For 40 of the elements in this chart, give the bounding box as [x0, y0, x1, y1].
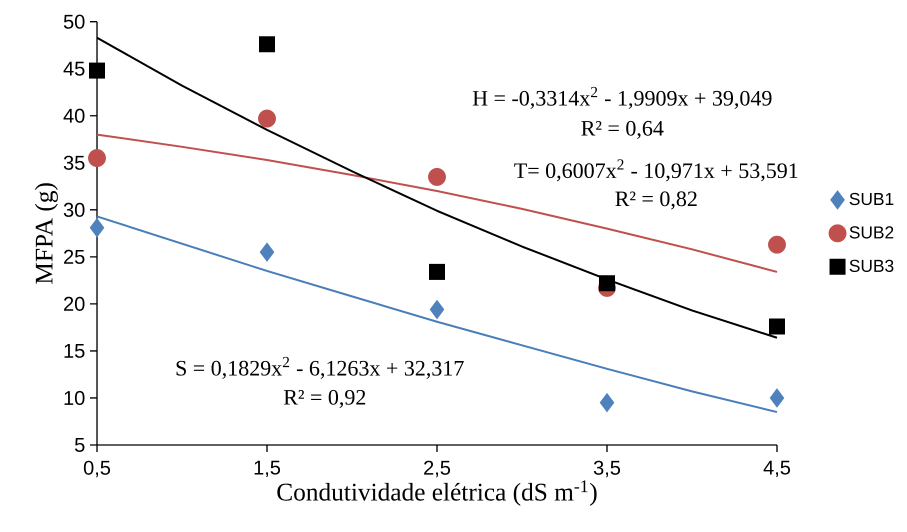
- legend-label: SUB1: [850, 192, 894, 206]
- annotation: H = -0,3314x$^{2}$ - 1,9909x + 39,049: [472, 86, 772, 109]
- y-tick-label: 50: [64, 14, 85, 29]
- legend-label: SUB3: [850, 260, 894, 272]
- x-tick-label: 1,5: [254, 460, 280, 478]
- annotation: R² = 0,64: [581, 120, 664, 139]
- point: [770, 388, 784, 408]
- y-tick-label: 25: [64, 250, 84, 264]
- y-tick-label: 40: [64, 108, 85, 123]
- x-tick-label: 4,5: [764, 460, 790, 478]
- annotation: T= 0,6007x$^{2}$ - 10,971x + 53,591: [514, 159, 798, 182]
- annotation: R² = 0,82: [615, 191, 697, 210]
- point: [430, 300, 444, 320]
- point: [428, 168, 446, 186]
- y-tick-label: 45: [64, 62, 84, 76]
- point: [600, 393, 614, 412]
- x-axis-title: Condutividade elétrica (dS m$^{-1}$): [277, 480, 597, 506]
- point: [258, 110, 276, 128]
- point: [89, 62, 106, 79]
- point: [598, 275, 616, 292]
- x-tick-label: 2,5: [424, 460, 450, 478]
- x-tick-label: 3,5: [594, 460, 620, 478]
- y-tick-label: 35: [64, 156, 84, 170]
- point: [429, 264, 446, 280]
- point: [259, 36, 276, 52]
- y-tick-label: 30: [64, 202, 85, 217]
- legend-label: SUB2: [850, 226, 894, 239]
- y-tick-label: 10: [64, 390, 85, 406]
- point: [90, 218, 104, 238]
- y-tick-label: 5: [74, 438, 84, 452]
- annotation: S = 0,1829x$^{2}$ - 6,1263x + 32,317: [176, 356, 464, 379]
- point: [88, 149, 106, 168]
- point: [768, 318, 785, 334]
- point: [768, 236, 786, 254]
- y-tick-label: 15: [64, 344, 84, 358]
- x-tick-label: 0,5: [84, 460, 110, 478]
- y-tick-label: 20: [64, 296, 85, 311]
- annotation: R² = 0,92: [284, 390, 366, 408]
- point: [260, 242, 274, 262]
- y-axis-title: MFPA (g): [34, 183, 58, 284]
